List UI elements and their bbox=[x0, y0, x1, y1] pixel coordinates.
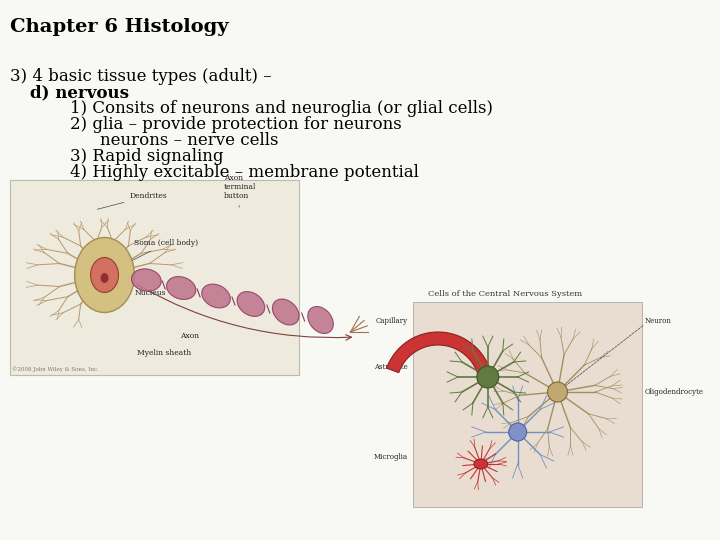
Bar bbox=[10, 180, 299, 375]
Text: d) nervous: d) nervous bbox=[30, 84, 129, 101]
Ellipse shape bbox=[474, 459, 488, 469]
Text: Axon
terminal
button: Axon terminal button bbox=[224, 173, 256, 207]
Text: Cells of the Central Nervous System: Cells of the Central Nervous System bbox=[428, 290, 582, 298]
Text: Myelin sheath: Myelin sheath bbox=[137, 349, 192, 357]
Text: Oligodendrocyte: Oligodendrocyte bbox=[645, 388, 704, 396]
Polygon shape bbox=[387, 332, 490, 373]
Text: Neuron: Neuron bbox=[645, 317, 672, 325]
Text: 3) Rapid signaling: 3) Rapid signaling bbox=[70, 148, 223, 165]
Text: 4) Highly excitable – membrane potential: 4) Highly excitable – membrane potential bbox=[70, 164, 418, 181]
Ellipse shape bbox=[308, 307, 333, 334]
Bar bbox=[413, 302, 642, 507]
Text: Microglia: Microglia bbox=[374, 453, 408, 461]
Ellipse shape bbox=[509, 423, 526, 441]
Text: Capillary: Capillary bbox=[376, 317, 408, 325]
Text: Dendrites: Dendrites bbox=[97, 192, 167, 210]
Ellipse shape bbox=[132, 269, 161, 291]
Ellipse shape bbox=[91, 258, 119, 293]
Text: Soma (cell body): Soma (cell body) bbox=[122, 239, 199, 266]
Ellipse shape bbox=[547, 382, 567, 402]
Text: 3) 4 basic tissue types (adult) –: 3) 4 basic tissue types (adult) – bbox=[10, 68, 271, 85]
Ellipse shape bbox=[237, 292, 265, 316]
Text: Nucleus: Nucleus bbox=[115, 281, 166, 297]
Text: Axon: Axon bbox=[179, 332, 199, 340]
Text: 2) glia – provide protection for neurons: 2) glia – provide protection for neurons bbox=[70, 116, 402, 133]
Ellipse shape bbox=[166, 276, 196, 300]
Ellipse shape bbox=[75, 238, 135, 313]
Text: 1) Consits of neurons and neuroglia (or glial cells): 1) Consits of neurons and neuroglia (or … bbox=[70, 100, 492, 117]
Text: ©2008 John Wiley & Sons, Inc.: ©2008 John Wiley & Sons, Inc. bbox=[12, 366, 99, 372]
Text: Astrocyte: Astrocyte bbox=[374, 363, 408, 371]
Ellipse shape bbox=[272, 299, 299, 325]
Text: neurons – nerve cells: neurons – nerve cells bbox=[99, 132, 278, 149]
Ellipse shape bbox=[101, 273, 109, 283]
Text: Chapter 6 Histology: Chapter 6 Histology bbox=[10, 18, 228, 36]
Ellipse shape bbox=[202, 284, 230, 308]
Ellipse shape bbox=[477, 366, 499, 388]
